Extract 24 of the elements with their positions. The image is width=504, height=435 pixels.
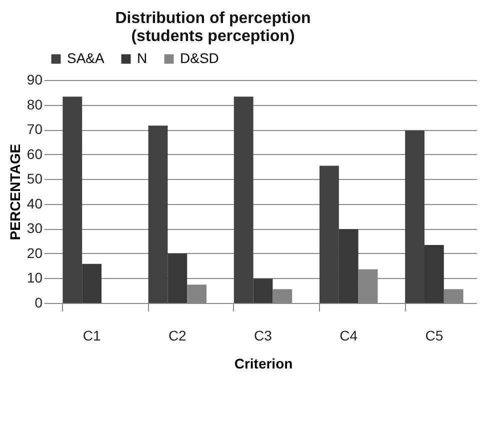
x-tick-label: C4 <box>340 328 358 344</box>
legend-label: D&SD <box>180 50 219 66</box>
y-tick-label: 60 <box>26 146 43 162</box>
y-tick-label: 20 <box>26 244 43 261</box>
x-axis-title: Criterion <box>234 356 293 372</box>
y-tick-label: 10 <box>26 270 43 286</box>
y-tick-label: 70 <box>26 121 43 138</box>
chart-title: Distribution of perception (students perception) <box>115 10 311 45</box>
y-axis-title: PERCENTAGE <box>6 144 23 240</box>
bar <box>187 284 207 303</box>
legend-label: SA&A <box>67 50 106 66</box>
legend-label: N <box>137 50 148 66</box>
bar <box>444 289 464 303</box>
y-tick-label: 0 <box>34 294 43 310</box>
y-tick-label: 50 <box>26 170 43 187</box>
x-tick-label: C3 <box>254 328 272 344</box>
y-tick-label: 30 <box>26 220 43 236</box>
x-tick-label: C1 <box>82 328 101 344</box>
y-tick-label: 90 <box>26 72 43 88</box>
y-tick-label: 80 <box>26 96 43 112</box>
x-tick-label: C2 <box>168 328 187 344</box>
bar <box>272 289 292 303</box>
x-tick-label: C5 <box>425 328 444 344</box>
y-tick-label: 40 <box>26 195 43 212</box>
